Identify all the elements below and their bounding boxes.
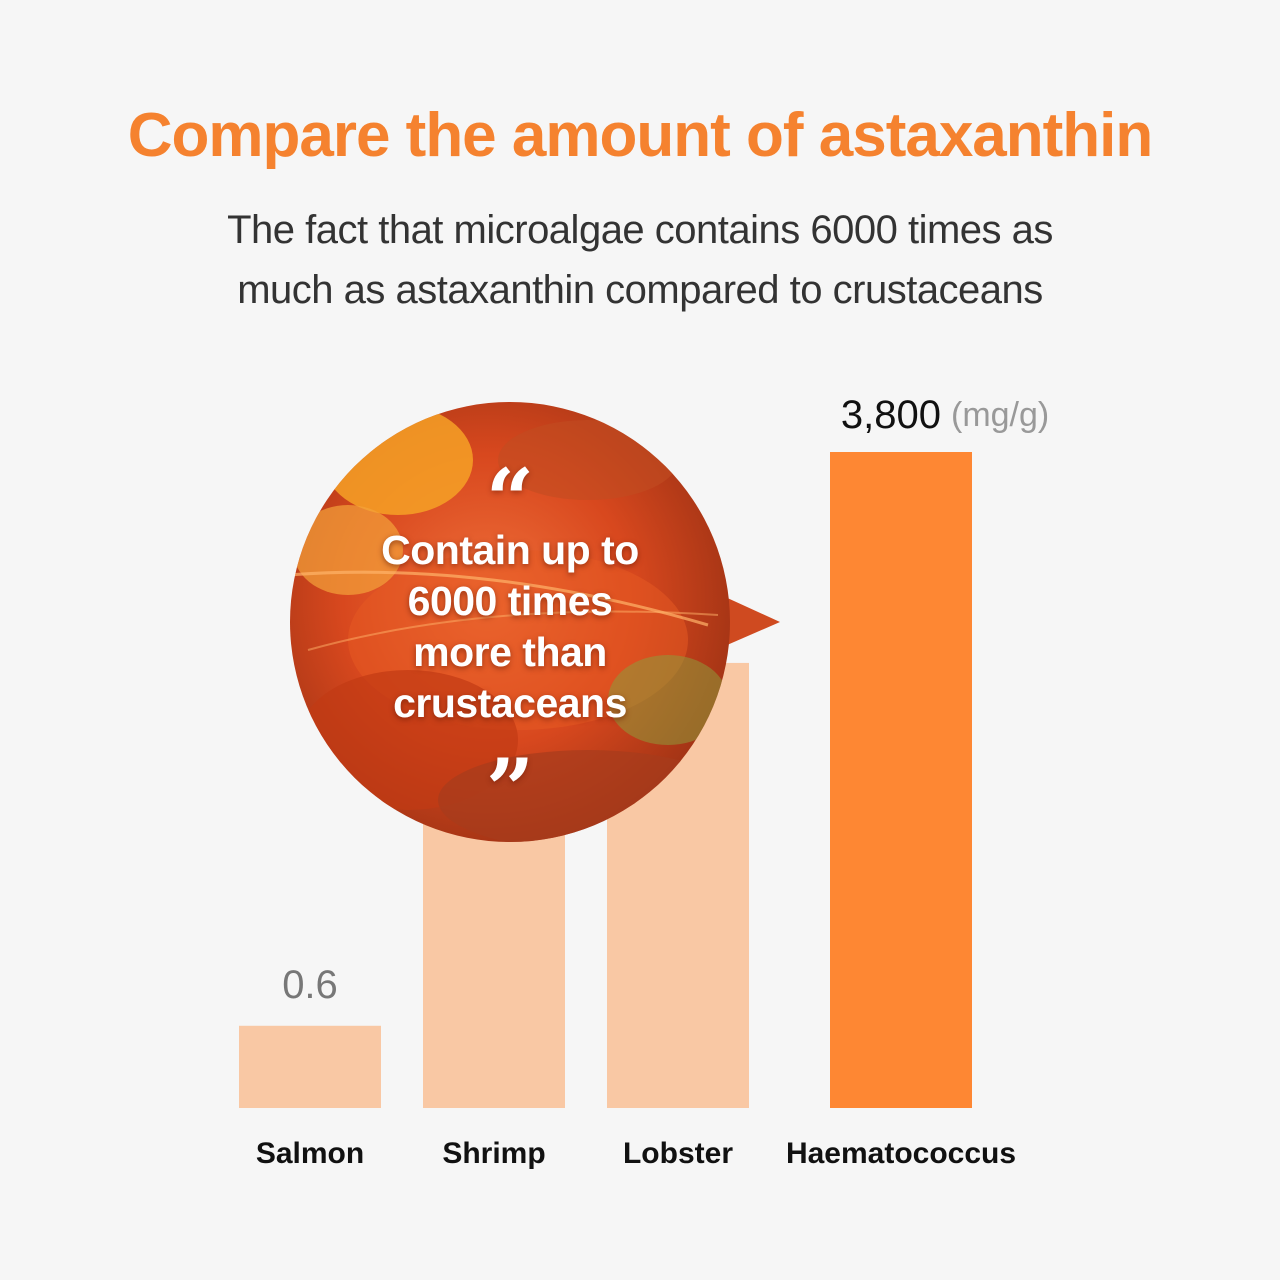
value-label: 3,800 <box>841 393 941 437</box>
bar-shrimp <box>423 809 565 1108</box>
callout-line-1: Contain up to <box>381 527 639 573</box>
category-label: Lobster <box>623 1137 733 1170</box>
callout-text: Contain up to 6000 times more than crust… <box>290 525 730 729</box>
quote-close-icon: ” <box>485 740 535 839</box>
subtitle-line-2: much as astaxanthin compared to crustace… <box>237 268 1043 312</box>
bar-haematococcus <box>830 452 972 1108</box>
page-title: Compare the amount of astaxanthin <box>127 101 1154 170</box>
page-subtitle: The fact that microalgae contains 6000 t… <box>0 200 1280 320</box>
value-label: 0.6 <box>282 963 338 1007</box>
callout-bubble <box>290 402 780 842</box>
unit-label: (mg/g) <box>951 396 1049 434</box>
category-label: Salmon <box>256 1137 364 1170</box>
subtitle-line-1: The fact that microalgae contains 6000 t… <box>227 208 1053 252</box>
callout-line-3: more than <box>413 629 607 675</box>
bar-salmon <box>239 1025 381 1108</box>
category-label: Haematococcus <box>786 1137 1016 1170</box>
callout-line-2: 6000 times <box>407 578 613 624</box>
category-label: Shrimp <box>442 1137 545 1170</box>
quote-open-icon: “ <box>485 450 535 549</box>
callout-line-4: crustaceans <box>393 680 627 726</box>
lobster-photo <box>290 402 730 842</box>
